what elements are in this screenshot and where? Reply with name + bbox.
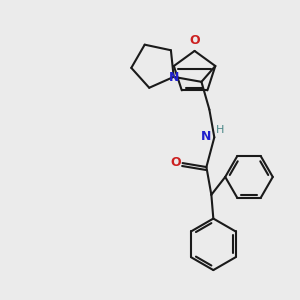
Text: N: N [201, 130, 212, 143]
Text: O: O [170, 156, 181, 169]
Text: H: H [216, 125, 224, 135]
Text: N: N [169, 71, 179, 84]
Text: O: O [189, 34, 200, 47]
